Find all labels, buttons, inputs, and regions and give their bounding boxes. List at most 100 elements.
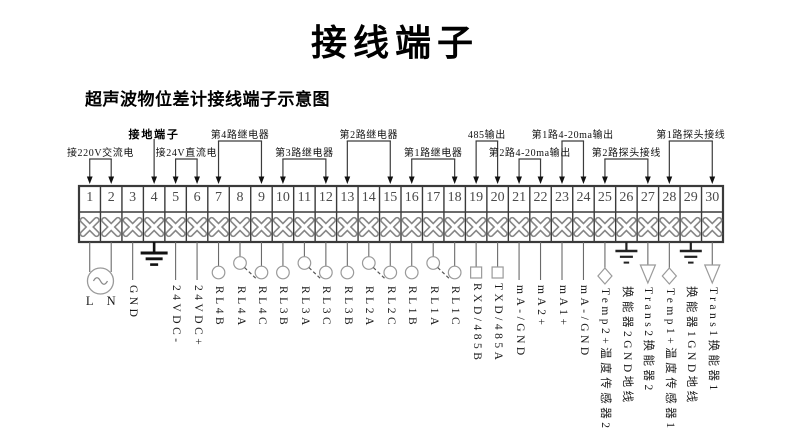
screw-terminal-x-icon	[272, 216, 294, 238]
down-arrow-icon	[644, 176, 651, 184]
terminal-number: 11	[297, 190, 312, 205]
terminal-number: 1	[86, 190, 94, 205]
terminal-number: 7	[215, 190, 223, 205]
screw-terminal-x-icon	[616, 216, 637, 238]
relay-common-dash-icon	[372, 267, 386, 280]
terminal-label: Trans1换能器1	[706, 287, 719, 394]
contact-circle-icon	[383, 265, 398, 280]
terminal-label: RL3A	[298, 286, 311, 329]
screw-terminal-x-icon	[229, 216, 251, 238]
terminal-label: RL2C	[384, 286, 397, 329]
terminal-label: RXD/485B	[470, 283, 483, 364]
down-arrow-icon	[709, 176, 716, 184]
terminal-18-wiring	[447, 242, 462, 280]
screw-terminal-x-icon	[380, 216, 401, 238]
terminal-11-wiring	[297, 242, 322, 280]
terminal-label: RL4B	[213, 286, 226, 329]
group-bracket-25-27	[602, 158, 651, 184]
group-label: 第1路继电器	[403, 148, 463, 159]
diamond-terminal-icon	[597, 267, 613, 285]
terminal-number: 15	[383, 190, 398, 205]
screw-terminal-x-icon	[401, 216, 422, 238]
terminal-label: mA-/GND	[577, 285, 590, 359]
screw-terminal-x-icon	[466, 216, 487, 238]
terminal-label: RL3C	[320, 286, 333, 329]
contact-circle-icon	[318, 265, 333, 280]
group-bracket-10-12	[280, 158, 329, 184]
terminal-number: 29	[683, 190, 698, 205]
terminal-number: 5	[172, 190, 180, 205]
terminal-label: Temp1+温度传感器1	[663, 288, 676, 432]
contact-circle-icon	[211, 265, 226, 280]
contact-circle-icon	[447, 265, 462, 280]
screw-terminal-x-icon	[487, 216, 508, 238]
terminal-number: 22	[533, 190, 548, 205]
terminal-number: 6	[193, 190, 201, 205]
terminal-number: 30	[705, 190, 720, 205]
down-arrow-icon	[86, 176, 93, 184]
group-label: 第1路4-20ma输出	[531, 130, 614, 141]
terminal-19-wiring	[470, 242, 483, 279]
terminal-label: mA1+	[556, 285, 569, 329]
terminal-label: RL2A	[363, 286, 376, 329]
down-arrow-icon	[537, 176, 544, 184]
down-arrow-icon	[580, 176, 587, 184]
terminal-number: 9	[257, 190, 265, 205]
screw-terminal-x-icon	[144, 216, 165, 238]
screw-terminal-x-icon	[79, 216, 100, 238]
terminal-label: RL3B	[277, 286, 290, 329]
terminal-29-wiring	[679, 242, 702, 264]
terminal-number: 26	[619, 190, 634, 205]
terminal-28-wiring	[661, 242, 678, 285]
page-title: 接线端子	[310, 22, 479, 63]
contact-circle-icon	[254, 265, 269, 280]
down-arrow-icon	[322, 176, 329, 184]
contact-circle-icon	[404, 265, 419, 280]
terminal-25-wiring	[597, 242, 613, 285]
terminal-label: L	[85, 294, 94, 308]
terminal-number: 10	[275, 190, 290, 205]
earth-ground-icon	[679, 249, 702, 264]
down-arrow-icon	[473, 176, 480, 184]
down-arrow-icon	[408, 176, 415, 184]
terminal-15-wiring	[383, 242, 398, 280]
contact-circle-icon	[297, 256, 312, 270]
terminal-number: 19	[469, 190, 484, 205]
terminal-number: 21	[512, 190, 527, 205]
screw-terminal-x-icon	[358, 216, 379, 238]
down-arrow-icon	[194, 176, 200, 184]
screw-terminal-x-icon	[251, 216, 272, 238]
group-bracket-23-24	[559, 140, 587, 184]
terminal-number: 27	[640, 190, 655, 205]
terminal-label: N	[106, 294, 116, 308]
terminal-7-wiring	[211, 242, 226, 280]
group-bracket-21-22	[516, 158, 544, 184]
down-arrow-icon	[516, 176, 522, 184]
group-label: 第2路继电器	[339, 130, 399, 141]
terminal-number: 18	[447, 190, 462, 205]
group-label: 接220V交流电	[66, 148, 134, 159]
terminal-label: Temp2+温度传感器2	[599, 288, 612, 432]
screw-terminal-x-icon	[680, 216, 701, 238]
down-arrow-icon	[151, 176, 158, 184]
terminal-label: RL3B	[341, 286, 354, 329]
terminal-label: RL4A	[234, 286, 247, 329]
terminal-number: 13	[340, 190, 355, 205]
group-bracket-5-6	[172, 158, 200, 184]
square-terminal-icon	[470, 266, 483, 279]
terminal-12-wiring	[318, 242, 333, 280]
screw-terminal-x-icon	[702, 216, 723, 238]
down-arrow-icon	[344, 176, 351, 184]
screw-terminal-x-icon	[530, 216, 551, 238]
group-label: 接地端子	[128, 129, 180, 141]
diamond-terminal-icon	[661, 267, 678, 285]
group-label: 485输出	[467, 130, 506, 141]
contact-circle-icon	[233, 256, 247, 270]
down-arrow-icon	[559, 176, 565, 184]
terminal-number: 25	[597, 190, 612, 205]
ac-source-icon	[86, 267, 115, 295]
group-bracket-4-4	[151, 139, 158, 184]
terminal-20-wiring	[491, 242, 504, 279]
